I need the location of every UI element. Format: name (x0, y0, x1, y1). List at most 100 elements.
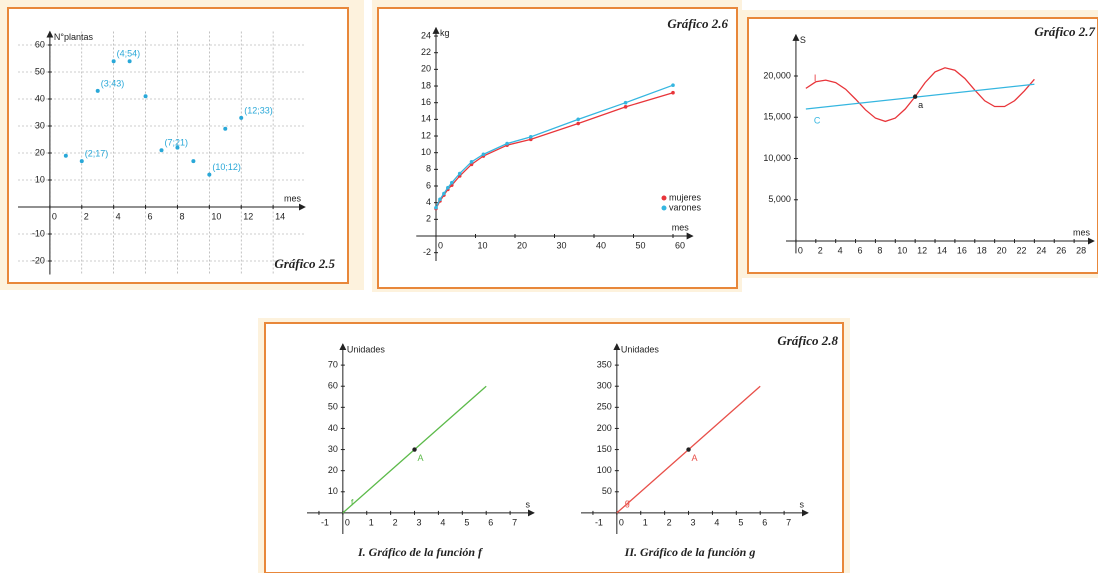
y-tick-label: 8 (426, 164, 431, 174)
point (576, 118, 580, 122)
point (671, 83, 675, 87)
x-tick-label: 4 (838, 245, 843, 255)
chart-title: Gráfico 2.7 (1034, 24, 1095, 39)
y-tick-label: 16 (421, 97, 431, 107)
y-tick-label: 10 (421, 147, 431, 157)
y-tick-label: 40 (35, 93, 45, 103)
y-tick-label: 50 (328, 402, 338, 412)
x-tick-label: 28 (1076, 245, 1086, 255)
point (505, 142, 509, 146)
x-tick-label: 6 (148, 211, 153, 221)
point (529, 135, 533, 139)
chart-caption: I. Gráfico de la función f (357, 545, 483, 559)
y-tick-label: 10,000 (763, 153, 791, 163)
x-tick-label: 14 (275, 211, 285, 221)
point (223, 127, 227, 131)
x-axis-label: mes (1073, 227, 1091, 237)
x-tick-label: 5 (738, 517, 743, 527)
x-tick-label: 26 (1056, 245, 1066, 255)
chart-title: Gráfico 2.5 (274, 256, 335, 271)
point (64, 154, 68, 158)
y-tick-label: 6 (426, 180, 431, 190)
x-tick-label: 0 (619, 517, 624, 527)
x-axis-label: mes (672, 222, 690, 232)
x-tick-label: 6 (762, 517, 767, 527)
y-tick-label: 30 (35, 120, 45, 130)
page: 02468101214-20-10102030405060mesN°planta… (0, 0, 1098, 573)
x-tick-label: 30 (557, 240, 567, 250)
point (160, 148, 164, 152)
x-axis-label: mes (284, 193, 302, 203)
x-tick-label: 12 (243, 211, 253, 221)
point (482, 153, 486, 157)
point (434, 206, 438, 210)
y-tick-label: -10 (32, 228, 45, 238)
point (96, 89, 100, 93)
point (239, 116, 243, 120)
x-tick-label: 0 (52, 211, 57, 221)
x-tick-label: -1 (595, 517, 603, 527)
legend-marker (662, 196, 667, 201)
point (576, 122, 580, 126)
x-tick-label: 14 (937, 245, 947, 255)
x-tick-label: 40 (596, 240, 606, 250)
point (913, 94, 917, 98)
x-tick-label: 22 (1017, 245, 1027, 255)
chart-title: Gráfico 2.6 (667, 16, 728, 31)
chart-title: Gráfico 2.8 (777, 333, 838, 348)
point (458, 172, 462, 176)
series-label: g (625, 497, 630, 507)
x-tick-label: 4 (440, 517, 445, 527)
x-tick-label: 24 (1036, 245, 1046, 255)
y-tick-label: 70 (328, 359, 338, 369)
x-tick-label: 0 (345, 517, 350, 527)
y-tick-label: 150 (597, 444, 612, 454)
value-label: (4;54) (117, 49, 141, 59)
y-tick-label: 22 (421, 47, 431, 57)
point (80, 159, 84, 163)
point (450, 181, 454, 185)
x-tick-label: 4 (714, 517, 719, 527)
y-axis-label: N°plantas (54, 32, 94, 42)
y-axis-label: Unidades (621, 344, 660, 354)
x-tick-label: 1 (643, 517, 648, 527)
x-tick-label: 0 (438, 240, 443, 250)
point (438, 198, 442, 202)
x-tick-label: 5 (464, 517, 469, 527)
value-label: (2;17) (85, 148, 109, 158)
y-tick-label: -2 (423, 247, 431, 257)
x-tick-label: 2 (84, 211, 89, 221)
y-tick-label: 20 (328, 465, 338, 475)
x-tick-label: 2 (818, 245, 823, 255)
y-tick-label: 5,000 (768, 194, 791, 204)
x-tick-label: -1 (321, 517, 329, 527)
point (671, 91, 675, 95)
x-tick-label: 6 (858, 245, 863, 255)
value-label: (3;43) (101, 78, 125, 88)
point-label: a (918, 100, 923, 110)
y-tick-label: 30 (328, 444, 338, 454)
legend-label: varones (669, 202, 702, 212)
x-tick-label: 50 (636, 240, 646, 250)
point (128, 59, 132, 63)
value-label: (12;33) (244, 105, 273, 115)
y-tick-label: 300 (597, 381, 612, 391)
y-tick-label: 350 (597, 359, 612, 369)
y-tick-label: 20 (421, 64, 431, 74)
chart-frame (748, 18, 1098, 273)
x-tick-label: 7 (512, 517, 517, 527)
point (144, 94, 148, 98)
x-axis-label: s (526, 499, 531, 509)
point-label: A (418, 453, 424, 463)
y-tick-label: 20,000 (763, 70, 791, 80)
y-tick-label: 250 (597, 402, 612, 412)
x-tick-label: 20 (517, 240, 527, 250)
x-tick-label: 0 (798, 245, 803, 255)
y-tick-label: 10 (35, 174, 45, 184)
x-tick-label: 4 (116, 211, 121, 221)
x-tick-label: 10 (211, 211, 221, 221)
series-label: I (814, 73, 817, 83)
y-tick-label: 200 (597, 423, 612, 433)
x-tick-label: 60 (675, 240, 685, 250)
y-tick-label: 50 (602, 486, 612, 496)
